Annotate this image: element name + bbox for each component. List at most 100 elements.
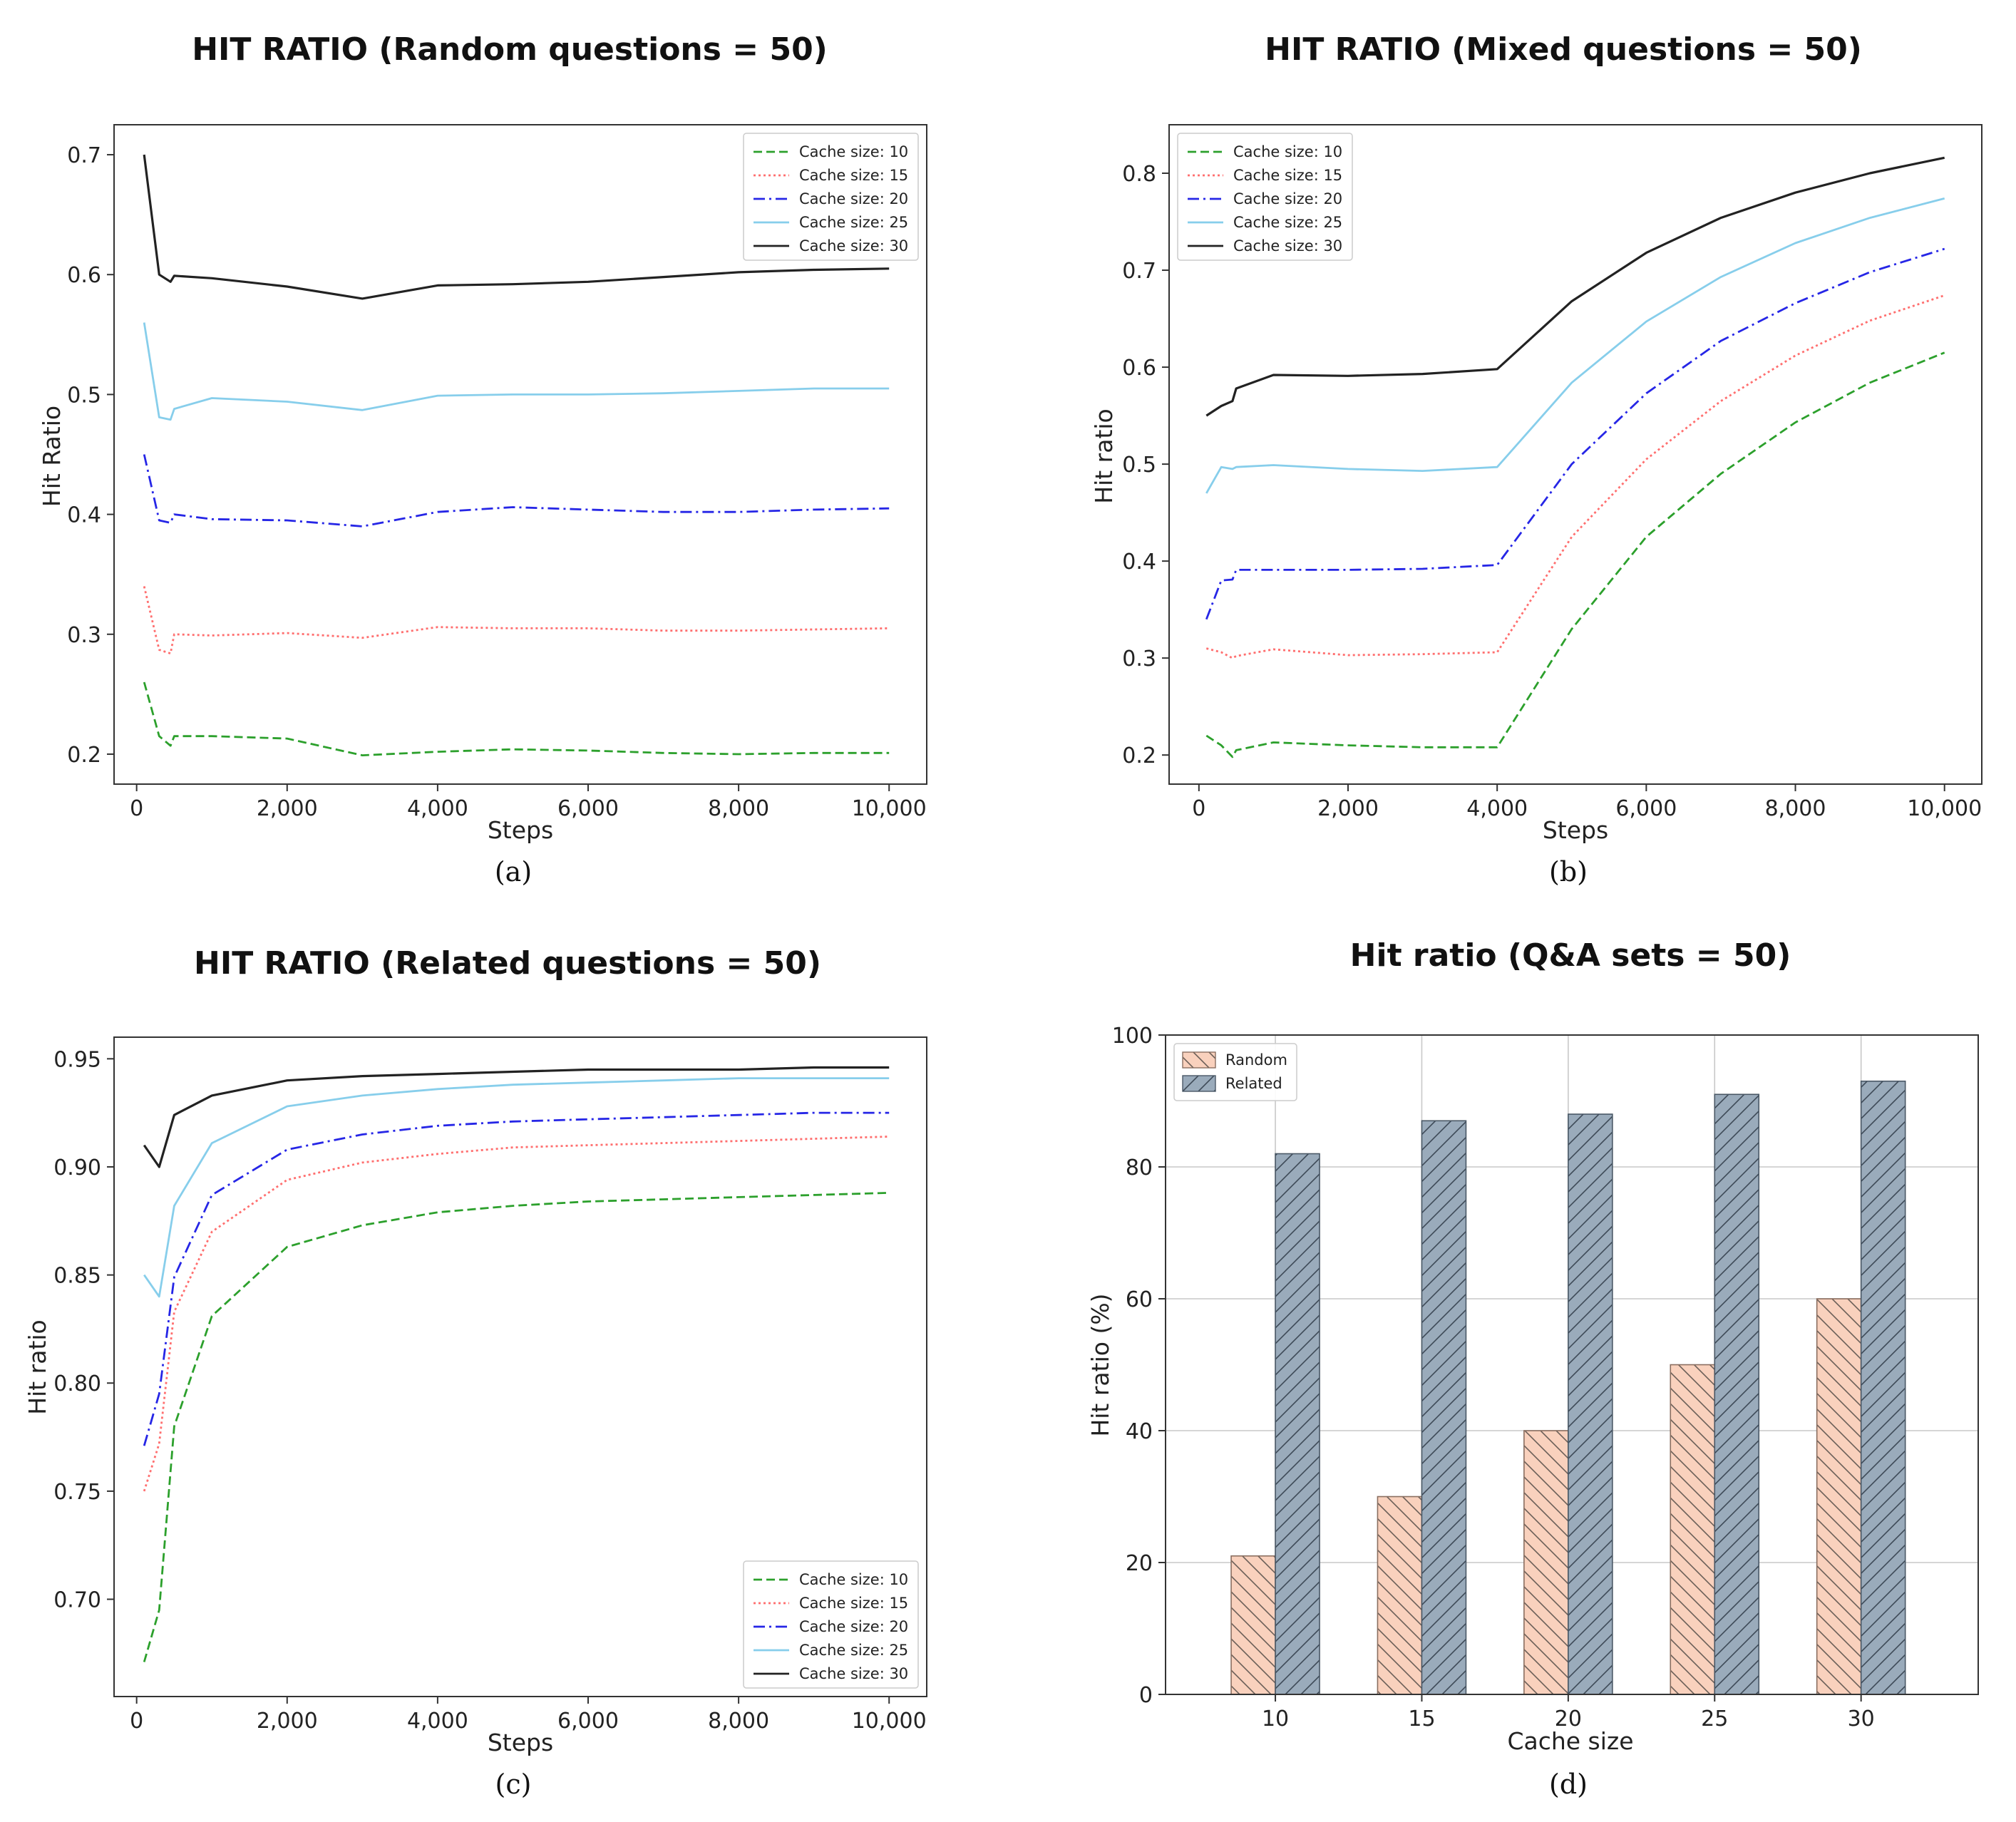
x-tick-label: 6,000	[1615, 796, 1677, 821]
y-tick-label: 20	[1126, 1551, 1153, 1576]
series-line-cache-30	[1205, 156, 1945, 417]
y-tick-label: 60	[1126, 1287, 1153, 1312]
y-tick-label: 0.5	[1122, 453, 1156, 478]
y-tick-label: 0.75	[53, 1480, 101, 1505]
y-tick-label: 0	[1139, 1683, 1153, 1708]
y-tick-label: 0.2	[1122, 743, 1156, 768]
y-tick-label: 0.7	[67, 143, 101, 168]
y-tick-label: 0.6	[67, 263, 101, 288]
legend-label: Cache size: 30	[1233, 237, 1342, 254]
legend-box	[743, 133, 919, 261]
y-tick-label: 0.5	[67, 383, 101, 408]
panel-caption: (a)	[495, 856, 532, 887]
y-tick-label: 100	[1112, 1024, 1153, 1049]
legend-label: Cache size: 30	[799, 1665, 908, 1682]
x-tick-label: 30	[1848, 1707, 1875, 1731]
x-tick-label: 8,000	[708, 1709, 769, 1734]
x-tick-label: 10,000	[852, 1709, 927, 1734]
series-line-cache-30	[143, 154, 890, 300]
legend-label: Cache size: 25	[799, 1642, 908, 1659]
legend-label: Cache size: 20	[799, 1618, 908, 1635]
chart-title: HIT RATIO (Mixed questions = 50)	[1265, 31, 1862, 68]
series-line-cache-20	[1205, 247, 1945, 620]
panel-b-mixed-questions: HIT RATIO (Mixed questions = 50) 0 2,000 4…	[1090, 31, 1982, 887]
y-tick-label: 0.8	[1122, 162, 1156, 187]
bar-hatch-related	[1275, 1153, 1320, 1695]
x-axis-label: Cache size	[1507, 1727, 1633, 1755]
x-tick-label: 2,000	[1317, 796, 1379, 821]
bar-hatch-random	[1377, 1496, 1423, 1695]
legend-swatch-hatch	[1182, 1051, 1216, 1069]
plot-frame	[1168, 124, 1982, 785]
y-axis-label: Hit Ratio	[38, 406, 66, 507]
panel-c-related-questions: HIT RATIO (Related questions = 50) 0 2,00…	[24, 945, 927, 1800]
panel-a-random-questions: HIT RATIO (Random questions = 50) 0 2,000…	[38, 31, 927, 887]
y-tick-label: 0.6	[1122, 356, 1156, 381]
panel-caption: (c)	[495, 1769, 532, 1800]
y-tick-label: 40	[1126, 1419, 1153, 1444]
x-tick-label: 0	[130, 1709, 143, 1734]
legend-label: Cache size: 25	[1233, 214, 1342, 231]
legend-label: Cache size: 20	[799, 190, 908, 207]
bar-hatch-random	[1816, 1298, 1862, 1695]
x-tick-label: 4,000	[1466, 796, 1528, 821]
plot-frame	[113, 124, 927, 785]
series-line-cache-20	[143, 1111, 890, 1446]
y-tick-label: 0.90	[53, 1156, 101, 1180]
legend-label: Related	[1225, 1075, 1282, 1092]
x-tick-label: 8,000	[708, 796, 769, 821]
plot-frame	[1165, 1034, 1979, 1695]
series-line-cache-25	[1205, 197, 1945, 494]
legend-label: Cache size: 20	[1233, 190, 1342, 207]
bar-hatch-random	[1670, 1364, 1716, 1695]
legend-label: Random	[1225, 1051, 1287, 1069]
y-tick-label: 0.3	[67, 623, 101, 648]
y-axis-label: Hit ratio	[24, 1319, 51, 1415]
plot-frame	[113, 1036, 927, 1697]
legend-swatch-hatch	[1182, 1075, 1216, 1092]
series-line-cache-15	[143, 586, 890, 655]
chart-title: HIT RATIO (Random questions = 50)	[192, 31, 828, 68]
x-tick-label: 2,000	[257, 796, 318, 821]
legend: Cache size: 10 Cache size: 15 Cache size: …	[1177, 133, 1353, 261]
bar-hatch-related	[1421, 1120, 1467, 1695]
y-tick-label: 0.3	[1122, 647, 1156, 671]
x-tick-label: 20	[1555, 1707, 1582, 1731]
legend-label: Cache size: 15	[799, 1595, 908, 1612]
legend-label: Cache size: 10	[1233, 143, 1342, 160]
y-tick-label: 0.7	[1122, 259, 1156, 284]
series-line-cache-15	[143, 1136, 890, 1492]
y-axis-label: Hit ratio	[1090, 408, 1118, 504]
x-tick-label: 6,000	[557, 796, 619, 821]
x-tick-label: 0	[1192, 796, 1205, 821]
x-tick-label: 10,000	[1907, 796, 1982, 821]
x-tick-label: 0	[130, 796, 143, 821]
legend-label: Cache size: 15	[799, 167, 908, 184]
legend: Cache size: 10 Cache size: 15 Cache size: …	[743, 133, 919, 261]
panel-caption: (d)	[1549, 1769, 1588, 1800]
y-tick-label: 0.85	[53, 1264, 101, 1289]
series-line-cache-15	[1205, 294, 1945, 659]
x-tick-label: 10	[1262, 1707, 1289, 1731]
series-line-cache-25	[143, 1077, 890, 1298]
series-line-cache-20	[143, 454, 890, 527]
y-tick-label: 0.70	[53, 1588, 101, 1613]
legend-label: Cache size: 15	[1233, 167, 1342, 184]
x-tick-label: 15	[1408, 1707, 1435, 1731]
legend-box	[1177, 133, 1353, 261]
bar-hatch-related	[1568, 1113, 1613, 1695]
series-line-cache-10	[143, 1192, 890, 1662]
x-tick-label: 6,000	[557, 1709, 619, 1734]
y-tick-label: 0.4	[1122, 550, 1156, 575]
x-axis-label: Steps	[1543, 816, 1608, 844]
x-tick-label: 10,000	[852, 796, 927, 821]
legend-label: Cache size: 30	[799, 237, 908, 254]
legend: Random Related	[1173, 1043, 1297, 1101]
panel-caption: (b)	[1549, 856, 1588, 887]
bar-hatch-related	[1860, 1080, 1906, 1695]
y-tick-label: 0.4	[67, 503, 101, 528]
x-tick-label: 25	[1701, 1707, 1728, 1731]
bar-hatch-random	[1230, 1555, 1276, 1695]
x-tick-label: 4,000	[407, 796, 468, 821]
